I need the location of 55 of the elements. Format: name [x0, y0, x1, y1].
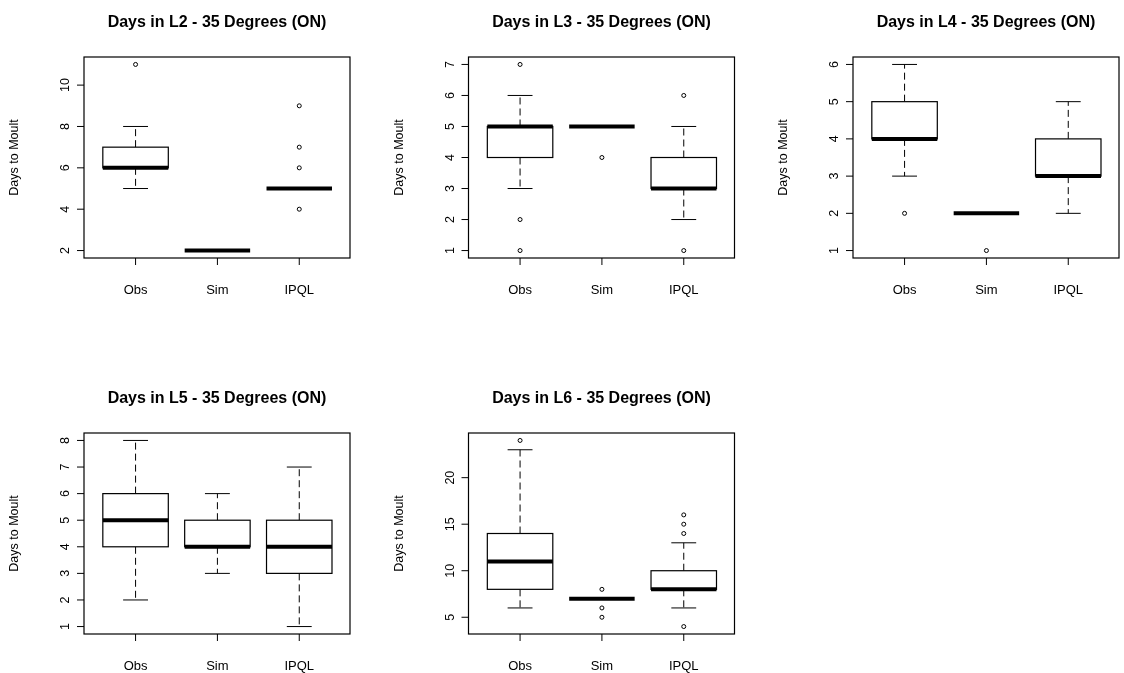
- x-tick-label: IPQL: [284, 282, 315, 297]
- x-tick-label: IPQL: [668, 282, 699, 297]
- y-tick-label: 10: [58, 78, 72, 93]
- chart-title: Days in L5 - 35 Degrees (ON): [107, 389, 327, 406]
- y-tick-label: 10: [442, 563, 457, 578]
- x-tick-label: Sim: [206, 282, 229, 297]
- y-axis-title: Days to Moult: [776, 118, 790, 196]
- chart-title: Days in L6 - 35 Degrees (ON): [492, 389, 711, 406]
- y-tick-label: 1: [827, 247, 841, 255]
- x-tick-label: Obs: [508, 282, 533, 297]
- y-tick-label: 4: [58, 543, 72, 551]
- y-axis-title: Days to Moult: [7, 494, 21, 572]
- chart-title: Days in L4 - 35 Degrees (ON): [876, 13, 1096, 30]
- x-tick-label: Sim: [206, 658, 229, 673]
- y-tick-label: 6: [58, 490, 72, 498]
- y-tick-label: 8: [58, 122, 72, 130]
- chart-title: Days in L2 - 35 Degrees (ON): [107, 13, 327, 30]
- y-tick-label: 7: [58, 463, 72, 471]
- x-tick-label: Sim: [590, 658, 614, 673]
- y-tick-label: 5: [827, 98, 841, 106]
- y-tick-label: 2: [442, 216, 457, 224]
- y-tick-label: 3: [827, 172, 841, 180]
- y-tick-label: 4: [827, 135, 841, 143]
- x-tick-label: Obs: [892, 282, 917, 297]
- chart-title: Days in L3 - 35 Degrees (ON): [492, 13, 711, 30]
- x-tick-label: Obs: [123, 658, 148, 673]
- y-tick-label: 20: [442, 470, 457, 485]
- x-tick-label: Obs: [508, 658, 533, 673]
- y-tick-label: 6: [442, 91, 457, 99]
- y-axis-title: Days to Moult: [391, 494, 406, 572]
- y-tick-label: 5: [58, 516, 72, 524]
- y-tick-label: 15: [442, 517, 457, 532]
- y-tick-label: 2: [58, 596, 72, 604]
- y-tick-label: 5: [442, 122, 457, 130]
- y-tick-label: 1: [58, 623, 72, 631]
- y-tick-label: 6: [827, 60, 841, 68]
- y-tick-label: 3: [442, 185, 457, 192]
- x-tick-label: IPQL: [284, 658, 315, 673]
- y-tick-label: 8: [58, 436, 72, 444]
- y-tick-label: 2: [58, 247, 72, 255]
- y-axis-title: Days to Moult: [7, 118, 21, 196]
- y-tick-label: 3: [58, 569, 72, 577]
- x-tick-label: IPQL: [668, 658, 699, 673]
- y-tick-label: 7: [442, 60, 457, 68]
- x-tick-label: Sim: [975, 282, 998, 297]
- y-tick-label: 4: [58, 205, 72, 213]
- x-tick-label: IPQL: [1053, 282, 1084, 297]
- y-tick-label: 2: [827, 209, 841, 217]
- x-tick-label: Obs: [123, 282, 148, 297]
- y-tick-label: 6: [58, 164, 72, 172]
- y-axis-title: Days to Moult: [391, 118, 406, 196]
- x-tick-label: Sim: [590, 282, 614, 297]
- y-tick-label: 4: [442, 153, 457, 161]
- y-tick-label: 5: [442, 613, 457, 621]
- y-tick-label: 1: [442, 247, 457, 255]
